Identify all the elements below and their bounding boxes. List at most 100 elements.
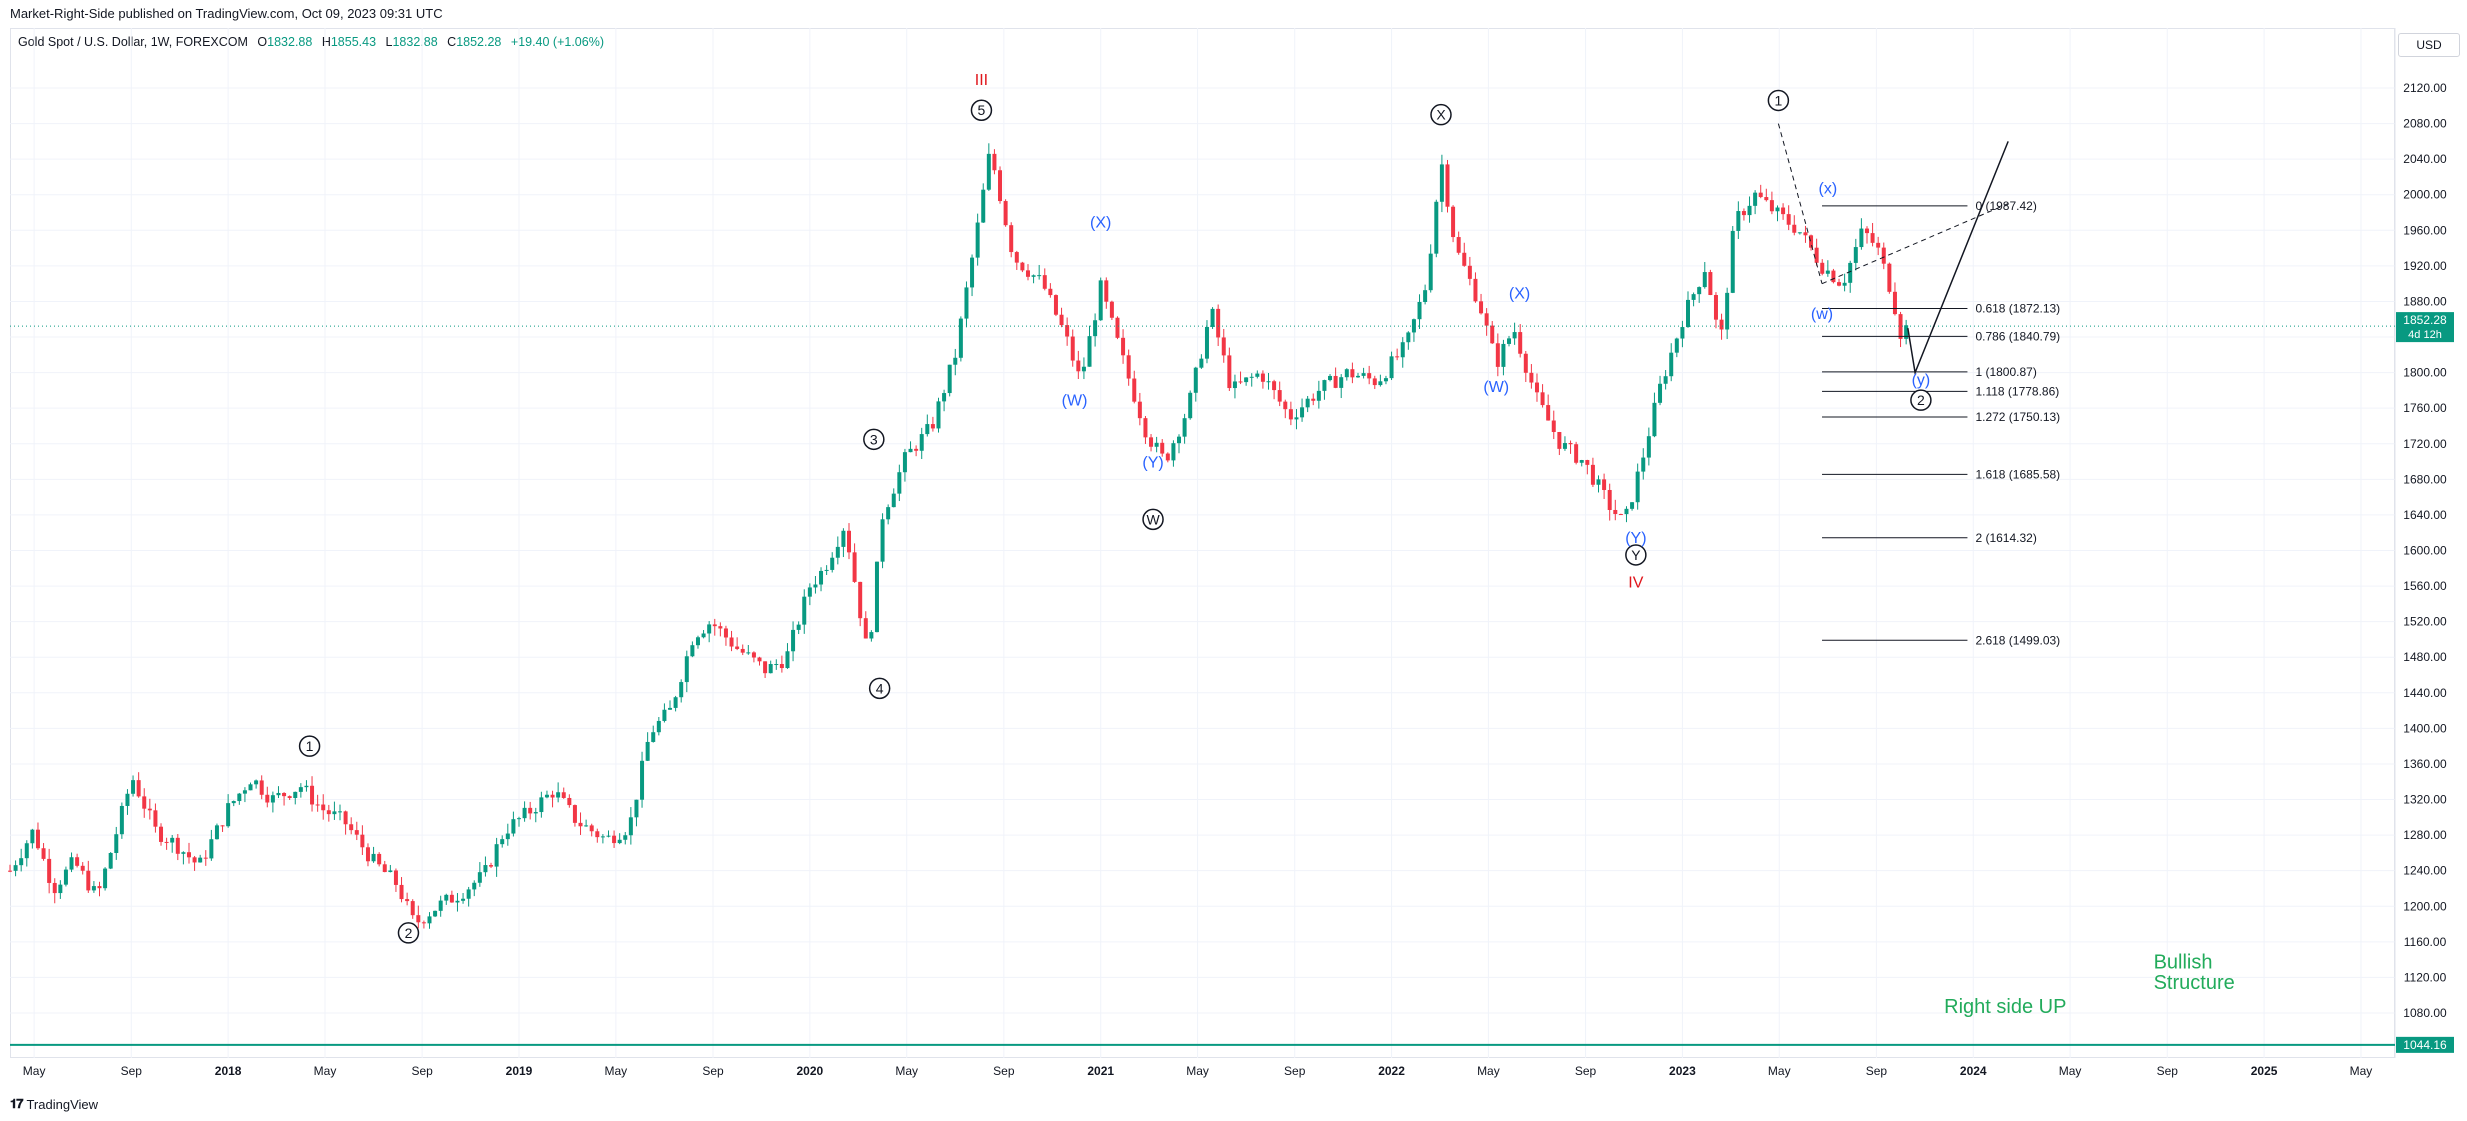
- price-tick-label: 1680.00: [2403, 472, 2447, 486]
- candle: [1216, 304, 1221, 347]
- candle-body: [869, 632, 874, 639]
- candle: [1378, 374, 1383, 387]
- footer-brand[interactable]: TradingView: [26, 1096, 99, 1112]
- price-tick-label: 1480.00: [2403, 650, 2447, 664]
- candle: [63, 866, 68, 887]
- candle-body: [1249, 376, 1254, 378]
- candle: [30, 828, 35, 849]
- candle: [1904, 319, 1909, 345]
- candle-body: [986, 153, 991, 190]
- wave-circle: [1910, 389, 1932, 411]
- candle: [449, 890, 454, 903]
- candle-body: [293, 791, 298, 798]
- candle-body: [701, 633, 706, 638]
- symbol-name[interactable]: Gold Spot / U.S. Dollar, 1W, FOREXCOM: [18, 35, 248, 49]
- candle: [186, 842, 191, 864]
- candle: [1467, 256, 1472, 286]
- candle: [1786, 205, 1791, 231]
- candle-body: [533, 812, 538, 814]
- candle-body: [310, 785, 315, 805]
- candle: [214, 823, 219, 840]
- time-axis[interactable]: May Sep 2018 May Sep 2019 May Sep 2020 May Sep 2021…: [23, 1064, 2373, 1078]
- candle: [287, 795, 292, 800]
- candle-body: [1686, 299, 1691, 328]
- candle-body: [47, 858, 52, 883]
- candle-body: [1451, 206, 1456, 238]
- candle-body: [1439, 164, 1444, 202]
- candle-body: [444, 894, 449, 901]
- candle: [1842, 273, 1847, 292]
- candle: [858, 581, 863, 627]
- candle-body: [1562, 443, 1567, 449]
- candle-body: [1898, 314, 1903, 339]
- candle-body: [1624, 508, 1629, 515]
- candle-body: [1115, 317, 1120, 338]
- candles: [8, 143, 1909, 929]
- candle: [338, 804, 343, 821]
- candle-body: [623, 835, 628, 840]
- candle: [103, 867, 108, 891]
- price-axis[interactable]: 1080.00 1120.00 1160.00 1200.00 1240.00 1280.…: [2394, 28, 2447, 1058]
- wave-label: W: [1146, 511, 1160, 527]
- candle-body: [947, 364, 952, 394]
- price-tick-label: 1440.00: [2403, 686, 2447, 700]
- candle-body: [254, 780, 259, 785]
- candle: [1395, 348, 1400, 361]
- candle-body: [1037, 275, 1042, 277]
- candle: [136, 772, 141, 798]
- candle-body: [735, 646, 740, 649]
- candle-body: [964, 287, 969, 319]
- candle: [612, 830, 617, 848]
- candle: [606, 830, 611, 838]
- candle-body: [1769, 200, 1774, 212]
- currency-button[interactable]: USD: [2398, 33, 2460, 57]
- candle-body: [1904, 325, 1909, 339]
- candle: [1411, 318, 1416, 342]
- candle-body: [992, 153, 997, 171]
- price-tick-label: 1920.00: [2403, 259, 2447, 273]
- candle: [1037, 264, 1042, 280]
- wave-label: (w): [1811, 306, 1833, 323]
- candle-body: [908, 448, 913, 453]
- candle-body: [1311, 398, 1316, 401]
- fib-level-label: 0 (1987.42): [1975, 199, 2036, 213]
- candle: [1669, 343, 1674, 382]
- candle-body: [617, 839, 622, 844]
- candle-body: [516, 818, 521, 820]
- candle-body: [1344, 369, 1349, 378]
- candle-body: [763, 661, 768, 674]
- candle-body: [1669, 352, 1674, 377]
- candle: [740, 644, 745, 656]
- candle: [1725, 287, 1730, 340]
- candle: [1557, 431, 1562, 456]
- candle-body: [1199, 358, 1204, 368]
- footer[interactable]: 𝟏𝟕 TradingView: [10, 1096, 98, 1112]
- candle: [522, 801, 527, 822]
- candle-body: [1764, 197, 1769, 201]
- time-tick-label: 2021: [1087, 1064, 1114, 1078]
- candle-body: [668, 707, 673, 710]
- candle-body: [371, 853, 376, 862]
- candle-body: [925, 424, 930, 435]
- candle: [416, 905, 421, 929]
- candle-body: [1070, 336, 1075, 361]
- candle-body: [662, 709, 667, 721]
- candle-body: [1467, 265, 1472, 279]
- candle: [343, 810, 348, 835]
- candle-body: [231, 801, 236, 804]
- tradingview-logo-icon[interactable]: 𝟏𝟕: [10, 1096, 24, 1111]
- candle: [1825, 260, 1830, 277]
- price-tick-label: 2120.00: [2403, 81, 2447, 95]
- candle-body: [830, 557, 835, 570]
- candle: [388, 864, 393, 873]
- candle: [399, 877, 404, 903]
- candle: [1439, 154, 1444, 213]
- symbol-legend[interactable]: Gold Spot / U.S. Dollar, 1W, FOREXCOM O1…: [18, 35, 604, 49]
- candle: [511, 811, 516, 837]
- wave-circle: [1767, 89, 1790, 112]
- candle: [1507, 335, 1512, 347]
- candle: [863, 611, 868, 639]
- candle: [1747, 196, 1752, 223]
- candle-body: [393, 870, 398, 885]
